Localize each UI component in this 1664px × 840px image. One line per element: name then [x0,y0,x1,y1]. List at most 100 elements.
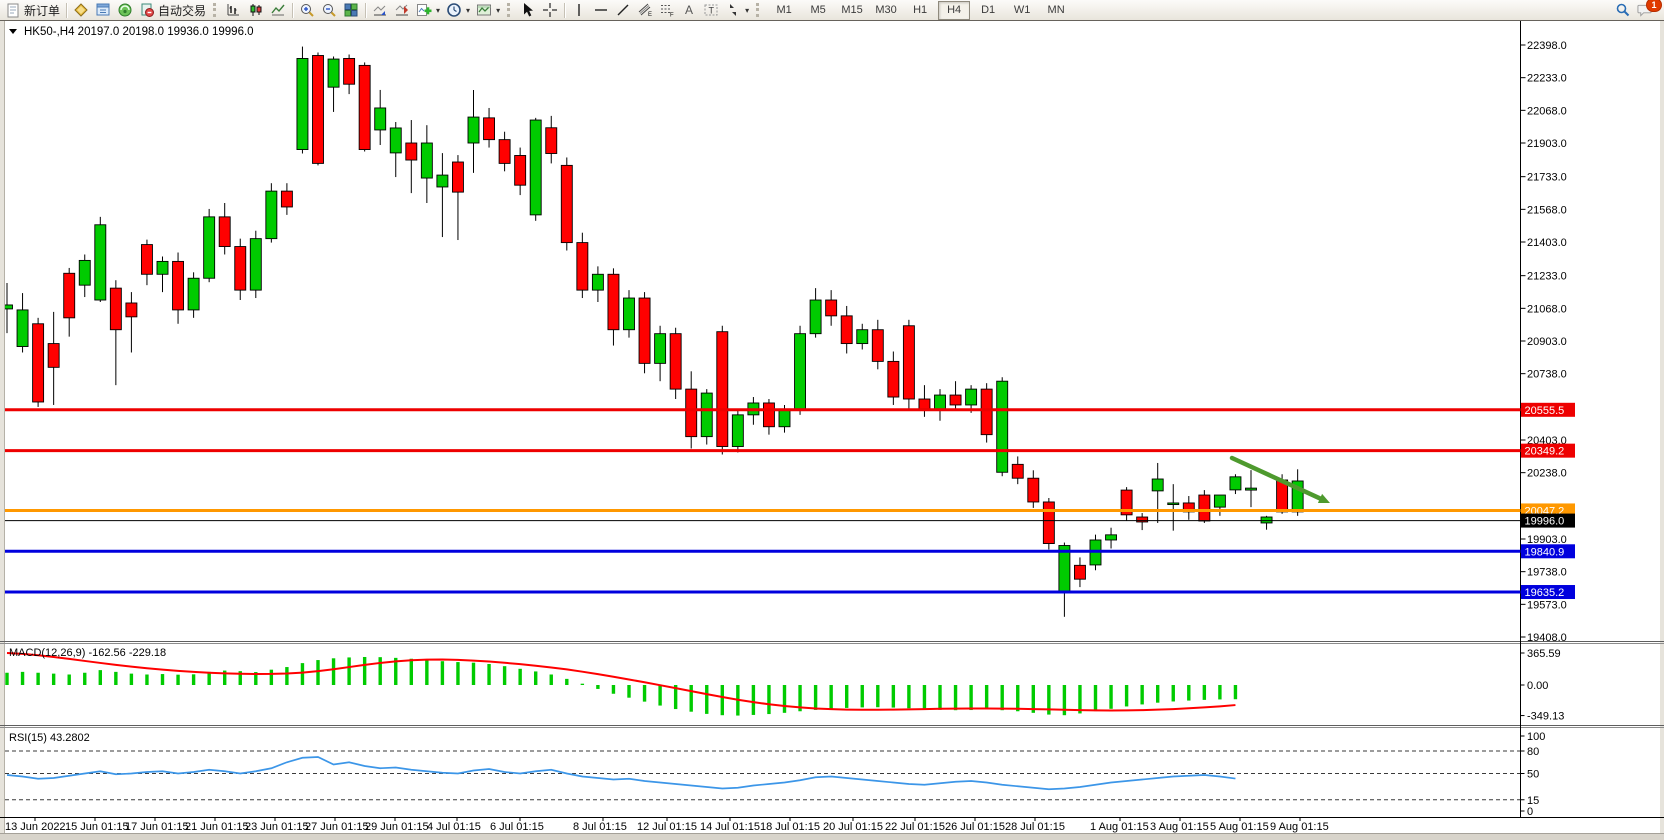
periods-button[interactable]: ▾ [443,1,473,20]
navigator-button[interactable] [114,1,136,20]
candle-down [1027,477,1040,503]
candle-up [203,216,216,279]
price-axis-label: 21403.0 [1527,237,1567,249]
search-button[interactable] [1612,1,1634,20]
price-axis-label: 22068.0 [1527,105,1567,117]
macd-axis-label: 365.59 [1527,648,1561,660]
dropdown-caret-icon: ▾ [436,5,441,15]
candle-up [16,309,29,347]
candle-down [607,273,620,331]
toolbar-separator [292,2,294,18]
toolbar-grip [507,3,513,17]
candle-up [809,299,822,335]
fibonacci-tool-button[interactable]: F [656,1,678,20]
auto-scroll-button[interactable] [369,1,391,20]
candle-down [918,398,931,410]
new-order-label: 新订单 [24,3,61,18]
text-tool-button[interactable]: A [678,1,700,20]
rsi-panel: 100 80 50 150 RSI(15) 43.2802 [5,731,1545,818]
timeframe-button-H1[interactable]: H1 [913,4,928,16]
timeframe-button-M30[interactable]: M30 [875,4,897,16]
crosshair-tool-button[interactable] [539,1,561,20]
price-axis-label: 19903.0 [1527,534,1567,546]
candle-up [389,127,402,154]
candle-down [1198,494,1211,522]
autotrade-icon [139,2,155,18]
trend-arrow-annotation[interactable] [1229,455,1330,503]
candle-up [1260,516,1273,524]
timeframe-button-M5[interactable]: M5 [810,4,826,16]
price-axis-label: 21068.0 [1527,303,1567,315]
zoom-in-button[interactable] [296,1,318,20]
candlestick-series [5,46,1304,617]
candle-down [452,161,464,193]
new-order-button[interactable]: 新订单 [2,1,63,20]
bar-chart-icon [226,2,242,18]
svg-text:A: A [685,3,693,17]
time-axis-label: 17 Jun 01:15 [125,821,189,833]
equidistant-channel-tool-button[interactable]: E [634,1,656,20]
timeframe-button-D1[interactable]: D1 [981,4,996,16]
timeframe-button-H4[interactable]: H4 [938,0,971,20]
tile-windows-button[interactable] [340,1,362,20]
candle-up [965,388,978,406]
candle-up [700,392,713,438]
candle-up [436,174,449,188]
chat-button[interactable]: 1 [1634,0,1662,20]
line-chart-mode-button[interactable] [267,1,289,20]
time-axis-label: 22 Jul 01:15 [885,821,945,833]
indicators-button[interactable]: ▾ [413,1,443,20]
candle-up [996,380,1009,473]
text-label-tool-button[interactable]: T [700,1,722,20]
arrows-icon [725,2,741,18]
timeframe-button-M1[interactable]: M1 [776,4,792,16]
candle-up [1105,534,1118,541]
cursor-tool-button[interactable] [517,1,539,20]
rsi-indicator-label: RSI(15) 43.2802 [9,732,90,744]
chart-header: HK50-,H4 20197.0 20198.0 19936.0 19996.0 [9,26,254,38]
price-axis-label: 21233.0 [1527,271,1567,283]
trendline-icon [615,2,631,18]
navigator-icon [117,2,133,18]
horizontal-line-tool-button[interactable] [590,1,612,20]
candle-up [654,333,667,364]
bar-chart-mode-button[interactable] [223,1,245,20]
price-level-badge [1521,544,1575,559]
vertical-line-tool-button[interactable] [568,1,590,20]
chart-shift-button[interactable] [391,1,413,20]
horizontal-price-lines[interactable]: 20555.520349.220047.219996.019840.919635… [5,402,1575,600]
zoom-out-button[interactable] [318,1,340,20]
candle-down [1136,516,1149,523]
data-window-button[interactable] [92,1,114,20]
candle-up [529,119,542,216]
time-axis-label: 1 Aug 01:15 [1090,821,1149,833]
candle-up [265,190,278,240]
search-icon [1615,2,1631,18]
symbol-dropdown-icon[interactable] [9,29,17,34]
svg-text:E: E [648,12,652,18]
toolbar-separator [66,2,68,18]
time-axis-label: 21 Jun 01:15 [185,821,249,833]
candle-up [934,394,946,410]
arrows-tool-button[interactable]: ▾ [722,1,752,20]
candle-down [498,139,511,164]
price-axis-label: 22233.0 [1527,73,1567,85]
dropdown-caret-icon: ▾ [745,5,750,15]
timeframe-button-W1[interactable]: W1 [1013,4,1031,16]
market-watch-button[interactable] [70,1,92,20]
templates-button[interactable]: ▾ [473,1,503,20]
candlestick-mode-button[interactable] [245,1,267,20]
autotrade-button[interactable]: 自动交易 [136,1,209,20]
zoom-out-icon [321,2,337,18]
candle-up [78,259,91,286]
svg-text:F: F [670,13,674,19]
timeframe-button-M15[interactable]: M15 [841,4,863,16]
candle-down [63,272,76,319]
crosshair-icon [542,2,558,18]
horizontal-line-icon [593,2,609,18]
dropdown-caret-icon: ▾ [496,5,501,15]
timeframe-button-MN[interactable]: MN [1047,4,1065,16]
trendline-tool-button[interactable] [612,1,634,20]
